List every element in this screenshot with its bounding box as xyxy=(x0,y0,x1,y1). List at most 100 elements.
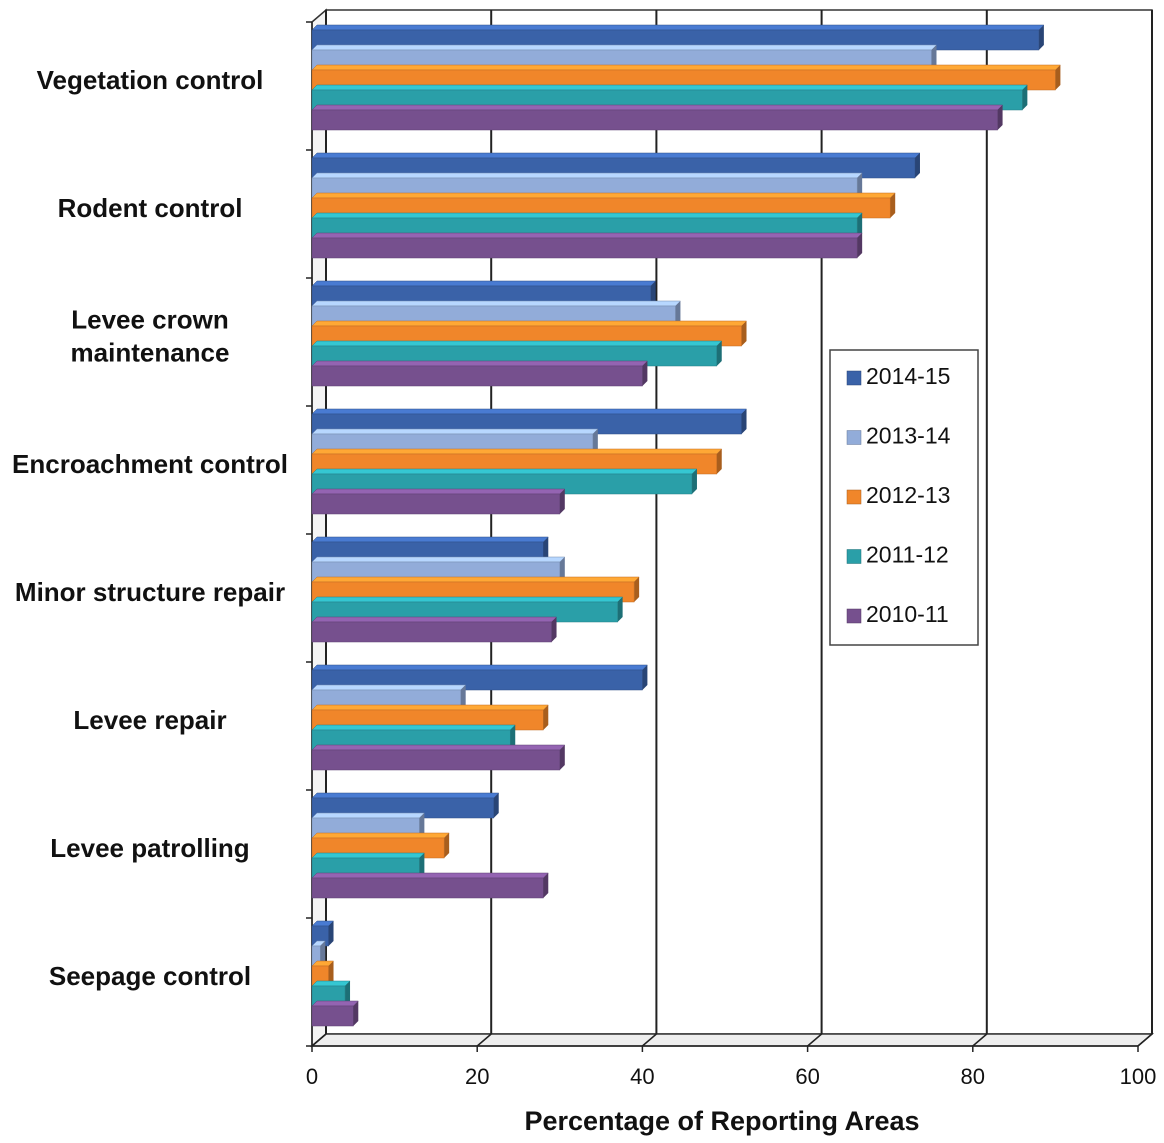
bar-top xyxy=(311,664,649,671)
bar-end xyxy=(642,361,648,386)
bar-end xyxy=(1038,25,1044,50)
category-label: Minor structure repair xyxy=(15,577,285,607)
x-axis-label: Percentage of Reporting Areas xyxy=(524,1106,919,1136)
bar-end xyxy=(543,873,549,898)
bar-top xyxy=(311,104,1004,111)
bar-top xyxy=(311,616,558,623)
floor-grid-line xyxy=(807,1033,823,1047)
category-label: Levee repair xyxy=(73,705,226,735)
bar-top xyxy=(311,792,500,799)
bar-end xyxy=(510,725,516,750)
bar-end xyxy=(675,301,681,326)
bar-end xyxy=(1022,85,1028,110)
category-label: Levee crown maintenance xyxy=(71,304,230,367)
bar-end xyxy=(997,105,1003,130)
legend-swatch xyxy=(846,430,862,445)
bar-end xyxy=(328,961,334,986)
bar-top xyxy=(311,1000,359,1007)
bar-top xyxy=(311,852,425,859)
bar-end xyxy=(691,469,697,494)
legend-label: 2012-13 xyxy=(866,482,950,508)
legend-swatch xyxy=(846,370,862,386)
bar-end xyxy=(345,981,351,1006)
floor-grid-line xyxy=(311,1033,327,1047)
bar xyxy=(311,877,544,899)
bar-top xyxy=(311,448,723,455)
bar xyxy=(311,109,998,131)
bar-end xyxy=(419,813,425,838)
bar-end xyxy=(741,321,747,346)
bar-top xyxy=(311,24,1045,31)
bar-top xyxy=(311,192,896,199)
bar-top xyxy=(311,832,450,839)
bar-end xyxy=(890,193,896,218)
legend-label: 2010-11 xyxy=(866,601,949,627)
bar-top xyxy=(311,172,863,179)
legend-label: 2014-15 xyxy=(866,363,950,389)
floor-grid-line xyxy=(641,1033,657,1047)
bar-end xyxy=(931,45,937,70)
bar-end xyxy=(493,793,499,818)
bar-top xyxy=(311,596,624,603)
bar-top xyxy=(311,212,863,219)
bar-end xyxy=(551,617,557,642)
floor-grid-line xyxy=(1137,1033,1153,1047)
bar-end xyxy=(559,489,565,514)
bar-end xyxy=(914,153,920,178)
bar-end xyxy=(716,341,722,366)
floor xyxy=(309,1033,1155,1047)
legend-label: 2011-12 xyxy=(866,542,949,568)
bar-top xyxy=(311,536,549,543)
bar-top xyxy=(311,340,723,347)
bar-end xyxy=(543,705,549,730)
category-label: Seepage control xyxy=(49,961,251,991)
bar-top xyxy=(311,980,351,987)
bar-end xyxy=(857,173,863,198)
bar-top xyxy=(311,360,649,367)
bar-end xyxy=(650,281,656,306)
bar-end xyxy=(642,665,648,690)
bar xyxy=(311,237,858,259)
floor-grid-line xyxy=(476,1033,492,1047)
bar-end xyxy=(353,1001,359,1026)
bar-end xyxy=(543,537,549,562)
legend-swatch xyxy=(846,549,862,564)
bar xyxy=(311,365,643,387)
bar-end xyxy=(1055,65,1061,90)
bar-top xyxy=(311,320,748,327)
bar-end xyxy=(328,921,334,946)
bar xyxy=(311,749,561,771)
bar-top xyxy=(311,812,425,819)
category-label: Rodent control xyxy=(58,193,243,223)
bar-end xyxy=(617,597,623,622)
bar-top xyxy=(311,280,657,287)
legend: 2014-15 2013-14 2012-13 2011-12 2010-11 xyxy=(829,349,979,646)
bar-top xyxy=(311,488,566,495)
bar-end xyxy=(419,853,425,878)
bar-end xyxy=(320,941,326,966)
category-label: Vegetation control xyxy=(37,65,264,95)
bar-top xyxy=(311,428,599,435)
bar-end xyxy=(444,833,450,858)
bar-top xyxy=(311,152,921,159)
category-label: Encroachment control xyxy=(12,449,288,479)
bar xyxy=(311,493,561,515)
bar-top xyxy=(311,84,1028,91)
bar-end xyxy=(857,233,863,258)
bar-top xyxy=(311,408,748,415)
floor-grid-line xyxy=(972,1033,988,1047)
x-tick-label: 40 xyxy=(630,1064,654,1089)
bar-end xyxy=(460,685,466,710)
bar-top xyxy=(311,724,516,731)
x-tick-label: 60 xyxy=(795,1064,819,1089)
bar-top xyxy=(311,684,467,691)
bar-top xyxy=(311,44,938,51)
bar-top xyxy=(311,64,1062,71)
bar-top xyxy=(311,232,863,239)
bar-end xyxy=(559,745,565,770)
x-tick-label: 20 xyxy=(465,1064,489,1089)
category-label: Levee patrolling xyxy=(50,833,249,863)
legend-swatch xyxy=(846,489,862,505)
bar xyxy=(311,1005,354,1027)
